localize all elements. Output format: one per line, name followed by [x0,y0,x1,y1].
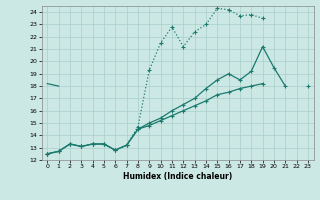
X-axis label: Humidex (Indice chaleur): Humidex (Indice chaleur) [123,172,232,181]
